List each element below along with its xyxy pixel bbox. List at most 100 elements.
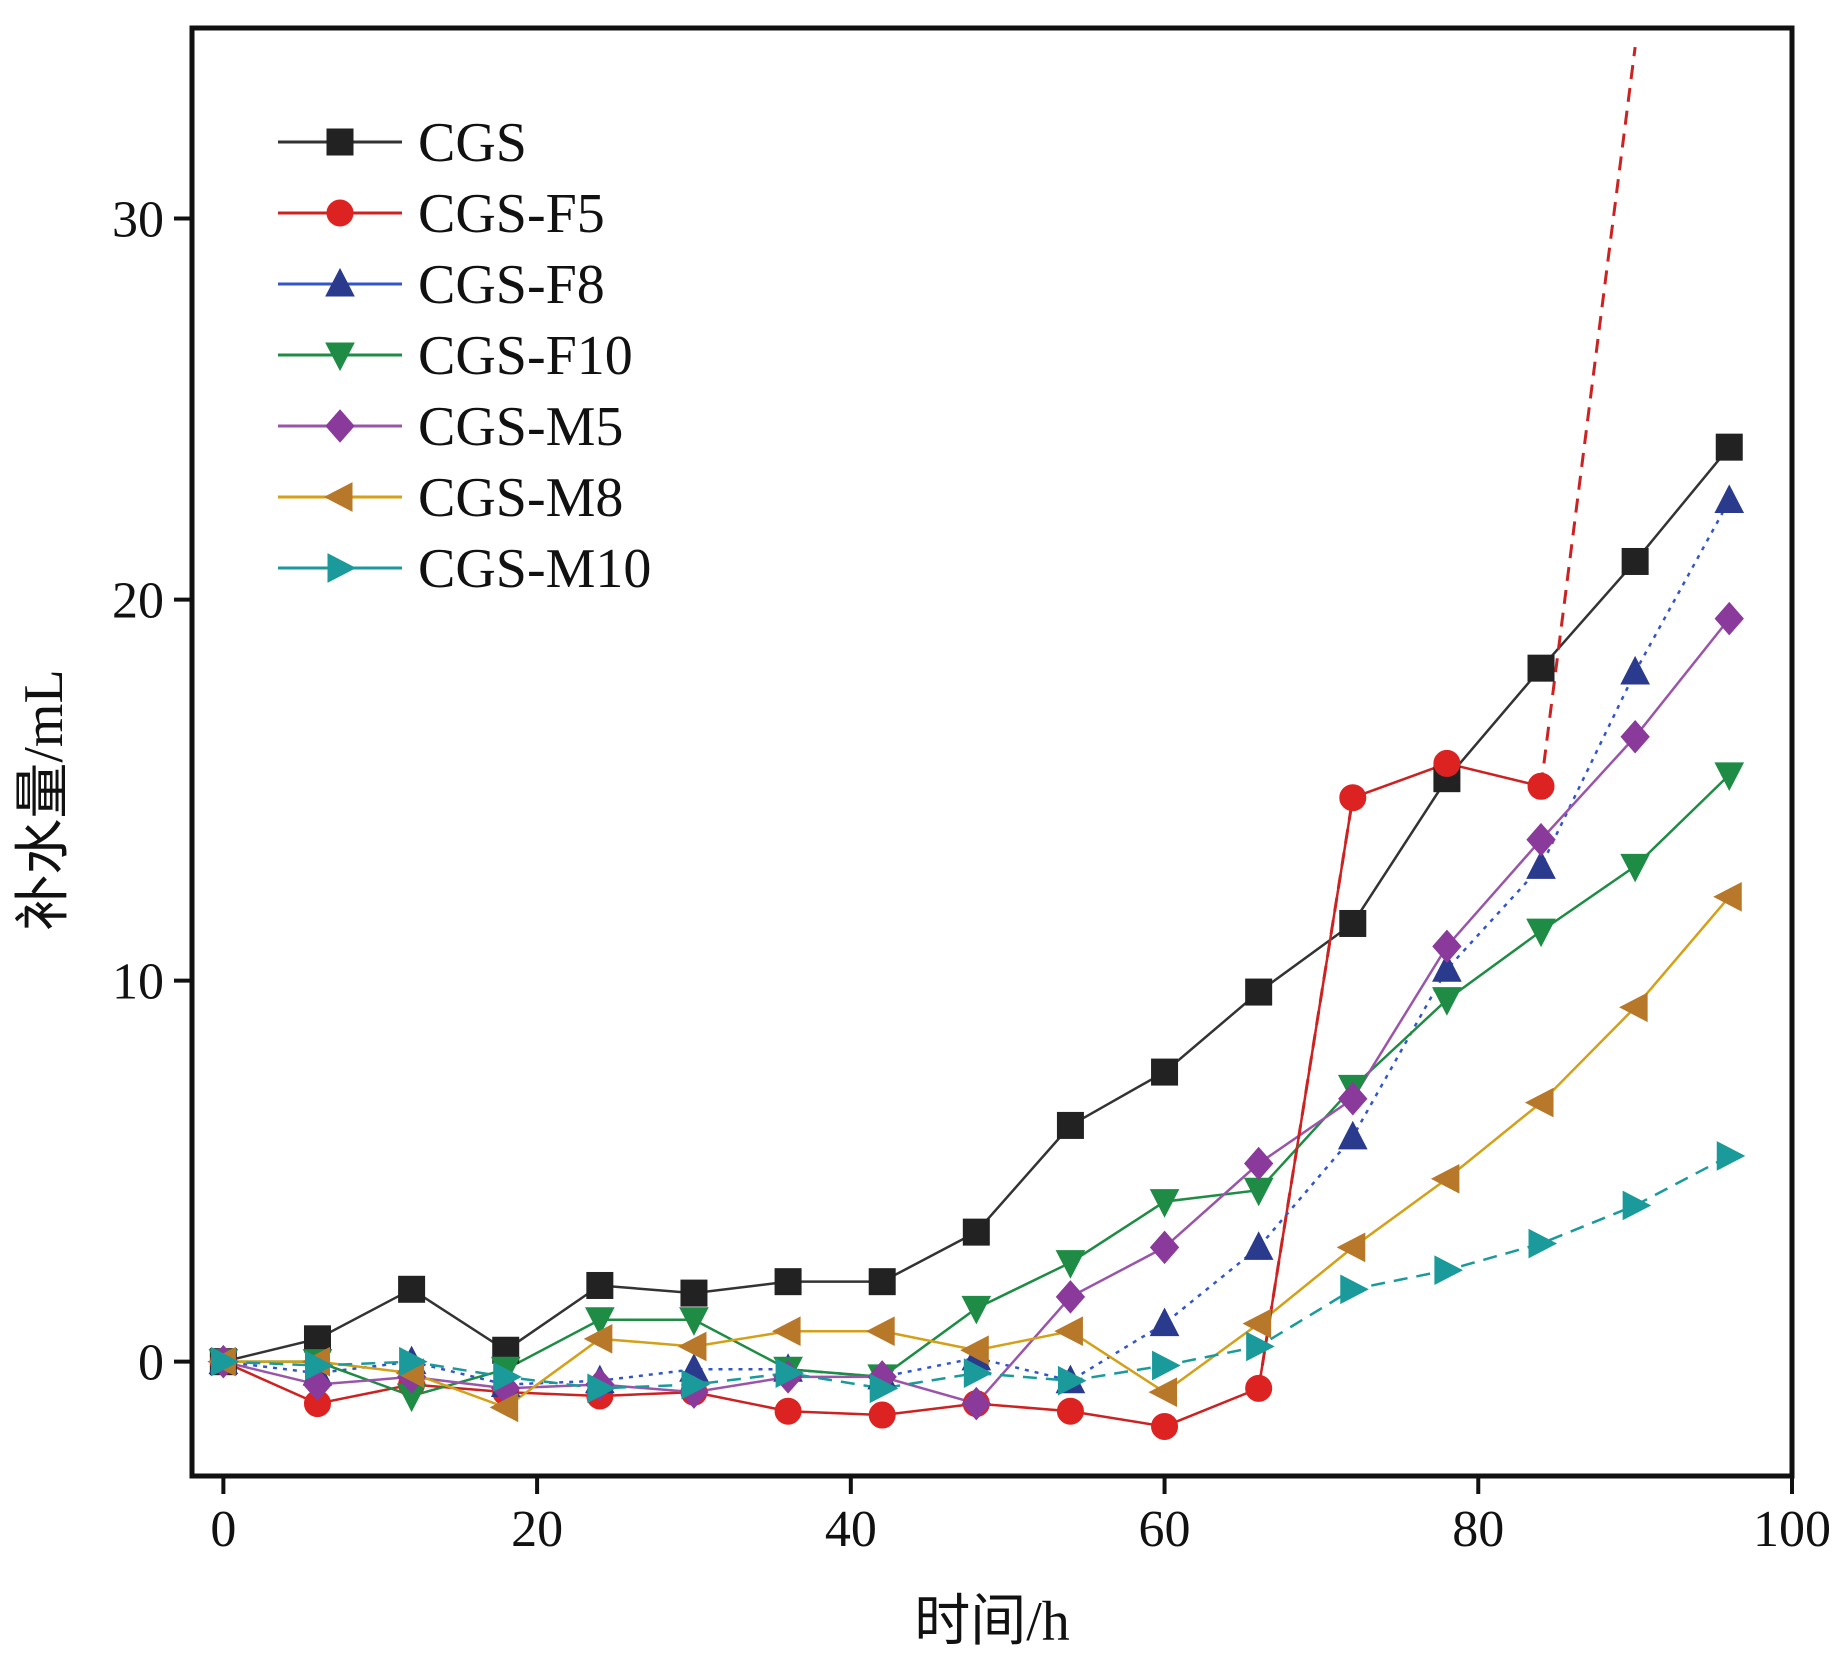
data-point	[1148, 1377, 1178, 1407]
data-point	[1620, 853, 1650, 883]
data-point	[1714, 484, 1745, 514]
data-point	[868, 1401, 896, 1429]
data-point	[1524, 1087, 1554, 1118]
data-point	[1339, 909, 1367, 937]
data-point	[961, 1295, 992, 1325]
data-point	[774, 1268, 802, 1296]
data-point	[583, 1323, 613, 1354]
data-point	[1243, 1231, 1274, 1260]
data-point	[1242, 1308, 1272, 1339]
data-point	[962, 1218, 990, 1246]
data-point	[586, 1271, 614, 1299]
data-point	[677, 1331, 707, 1362]
data-point	[1713, 881, 1742, 912]
y-tick-label: 30	[112, 192, 164, 249]
series-markers	[209, 433, 1743, 1376]
data-point	[1055, 1280, 1086, 1314]
legend-item: CGS-M10	[278, 538, 651, 600]
data-point	[587, 1373, 616, 1404]
data-point	[771, 1316, 801, 1347]
legend-label: CGS-F8	[418, 254, 605, 316]
legend-label: CGS-M10	[418, 538, 651, 600]
data-point	[681, 1369, 711, 1400]
legend-label: CGS-F5	[418, 183, 605, 245]
data-point	[1433, 749, 1461, 777]
legend-marker	[326, 199, 354, 227]
data-point	[1056, 1397, 1084, 1425]
data-point	[1527, 772, 1555, 800]
legend-item: CGS-F5	[278, 183, 605, 245]
x-tick-label: 100	[1753, 1501, 1831, 1558]
data-point	[679, 1307, 709, 1336]
data-point	[398, 1275, 426, 1303]
legend-item: CGS-F8	[278, 254, 605, 316]
data-point	[1619, 992, 1648, 1023]
data-point	[1430, 1163, 1460, 1194]
data-point	[1432, 953, 1462, 982]
data-point	[1621, 547, 1649, 575]
data-point	[1432, 929, 1462, 964]
data-point	[1527, 654, 1555, 682]
data-point	[585, 1307, 615, 1336]
data-point	[1149, 1189, 1180, 1218]
data-point	[493, 1362, 522, 1392]
data-point	[489, 1392, 519, 1423]
data-point	[1057, 1365, 1087, 1396]
x-tick-label: 0	[210, 1501, 236, 1558]
series-connector	[1539, 46, 1637, 787]
data-point	[1246, 1331, 1275, 1362]
data-point	[1714, 601, 1744, 636]
y-tick-label: 20	[112, 573, 164, 630]
legend-item: CGS-M8	[278, 467, 623, 529]
legend-item: CGS-M5	[278, 396, 623, 458]
legend-marker	[325, 409, 355, 443]
axis-ticks: 0 20 40 60 80 100 0 10 20 30	[112, 192, 1831, 1558]
data-point	[1432, 987, 1462, 1016]
data-point	[866, 1316, 895, 1347]
legend-label: CGS-M8	[418, 467, 623, 529]
data-point	[1526, 822, 1556, 857]
data-point	[1715, 433, 1743, 461]
data-point	[1526, 850, 1556, 879]
data-point	[1528, 1228, 1558, 1259]
legend-marker	[325, 267, 355, 297]
legend-marker	[327, 553, 357, 583]
data-point	[961, 1386, 991, 1421]
series-markers	[208, 484, 1745, 1398]
data-point	[1245, 1374, 1273, 1402]
data-point	[1055, 1250, 1086, 1279]
data-point	[963, 1358, 993, 1388]
data-point	[304, 1350, 334, 1381]
data-point	[399, 1346, 428, 1377]
series-markers	[207, 881, 1742, 1423]
data-point	[1620, 719, 1650, 754]
data-point	[1151, 1412, 1179, 1440]
series-markers	[208, 762, 1745, 1413]
data-point	[1338, 1081, 1368, 1116]
data-point	[680, 1279, 708, 1307]
series-line	[223, 499, 1731, 1386]
data-point	[1620, 655, 1650, 685]
data-point	[1336, 1232, 1366, 1263]
data-point	[1149, 1230, 1180, 1265]
data-point	[774, 1397, 802, 1425]
x-tick-label: 60	[1139, 1501, 1191, 1558]
series-connector	[1257, 797, 1355, 1389]
legend-item: CGS	[278, 112, 527, 174]
data-point	[1054, 1316, 1083, 1347]
data-point	[210, 1346, 240, 1377]
data-point	[1340, 1274, 1369, 1305]
data-point	[1434, 1255, 1463, 1286]
series-cgs-m8	[223, 895, 1731, 1409]
series-layer	[207, 46, 1746, 1440]
series-markers	[210, 1141, 1746, 1404]
data-point	[1245, 978, 1273, 1006]
data-point	[775, 1358, 805, 1388]
series-line	[223, 895, 1731, 1409]
legend-label: CGS	[418, 112, 527, 174]
data-point	[1244, 1146, 1274, 1181]
data-point	[1149, 1307, 1180, 1337]
data-point	[303, 1325, 331, 1353]
x-tick-label: 20	[511, 1501, 563, 1558]
